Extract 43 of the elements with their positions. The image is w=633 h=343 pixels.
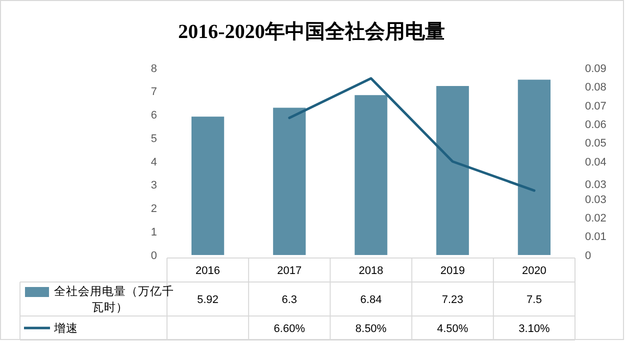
legend-label: 增速	[53, 322, 78, 336]
bar	[436, 86, 469, 255]
data-label: 5.92	[197, 294, 219, 306]
data-label: 8.50%	[355, 322, 387, 335]
data-label: 3.10%	[518, 322, 550, 335]
x-tick-label: 2020	[522, 264, 546, 277]
x-tick-label: 2018	[358, 264, 384, 277]
y2-tick-label: 0.03	[585, 194, 606, 206]
x-tick-label: 2019	[440, 264, 465, 277]
y-tick-label: 1	[150, 226, 157, 238]
y2-tick-label: 0.08	[585, 82, 606, 94]
y-tick-label: 4	[150, 156, 157, 168]
data-label: 4.50%	[437, 322, 468, 335]
data-label: 6.3	[282, 294, 298, 306]
y2-tick-label: 0.03	[585, 179, 606, 192]
data-label: 7.5	[526, 294, 542, 306]
line-series	[288, 77, 536, 192]
legend-label: 全社会用电量（万亿千瓦时）	[54, 284, 174, 314]
y2-tick-label: 0.04	[585, 156, 606, 168]
y-tick-label: 2	[150, 203, 157, 216]
y-tick-label: 5	[150, 132, 157, 145]
y2-tick-label: 0.05	[585, 138, 606, 150]
data-label: 6.84	[360, 294, 382, 306]
y-tick-label: 7	[150, 86, 157, 98]
bar	[191, 116, 224, 255]
x-tick-label: 2016	[196, 264, 220, 277]
data-label: 6.60%	[274, 322, 306, 335]
x-tick-label: 2017	[277, 264, 302, 277]
y-tick-label: 6	[150, 110, 157, 122]
data-label: 7.23	[442, 294, 464, 306]
bar	[518, 80, 551, 255]
bar	[273, 108, 306, 255]
y2-tick-label: 0.01	[585, 231, 606, 244]
y-tick-label: 0	[150, 250, 157, 262]
y2-tick-label: 0.07	[585, 100, 606, 112]
y-tick-label: 3	[150, 180, 157, 192]
chart-title: 2016-2020年中国全社会用电量	[178, 20, 445, 43]
bar	[354, 95, 388, 255]
y2-tick-label: 0.09	[585, 62, 606, 75]
y2-tick-label: 0	[585, 250, 592, 262]
y2-tick-label: 0.02	[585, 212, 606, 224]
y-tick-label: 8	[150, 62, 157, 75]
y2-tick-label: 0.06	[585, 118, 606, 131]
